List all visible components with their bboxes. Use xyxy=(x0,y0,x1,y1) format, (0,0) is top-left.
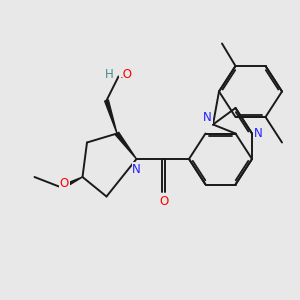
Text: .O: .O xyxy=(120,68,133,82)
Text: H: H xyxy=(104,68,113,82)
Text: O: O xyxy=(159,195,168,208)
Text: N: N xyxy=(132,163,141,176)
Polygon shape xyxy=(61,177,82,189)
Text: O: O xyxy=(60,177,69,190)
Text: N: N xyxy=(254,127,262,140)
Polygon shape xyxy=(105,100,117,134)
Text: N: N xyxy=(203,111,212,124)
Polygon shape xyxy=(115,132,136,159)
